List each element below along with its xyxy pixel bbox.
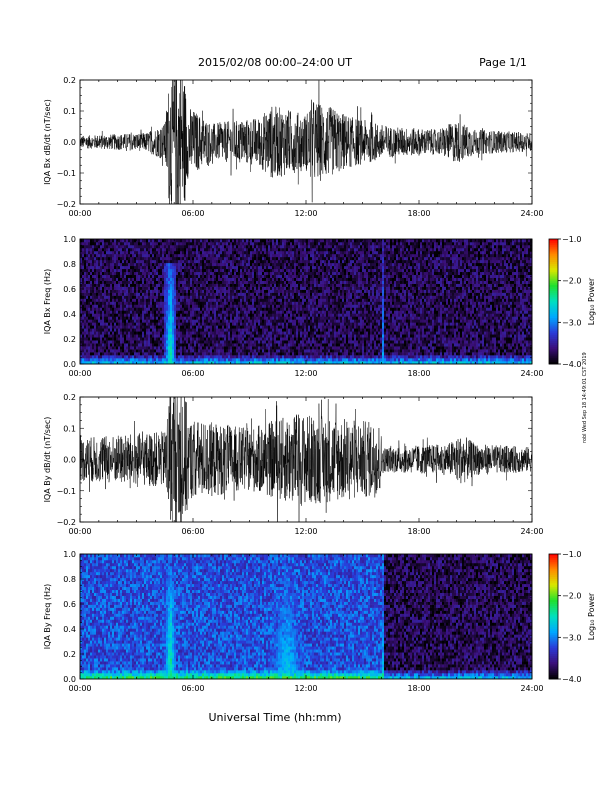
y-tick-label: 0.1 bbox=[63, 424, 76, 433]
x-tick-label: 06:00 bbox=[181, 209, 204, 218]
heatmap-cells-2 bbox=[80, 239, 533, 365]
colorbar-4: −1.0 −2.0 −3.0 −4.0 Log₁₀ Power bbox=[548, 550, 596, 684]
colorbar-tick-label: −2.0 bbox=[562, 277, 581, 286]
panel-4: −1.0 −2.0 −3.0 −4.0 Log₁₀ Power 00:00 06:00 12:… bbox=[43, 550, 596, 693]
y-tick-label: 0.2 bbox=[63, 650, 76, 659]
x-tick-label: 24:00 bbox=[520, 527, 543, 536]
colorbar-tick-label: −2.0 bbox=[562, 592, 581, 601]
y-tick-label: 0.4 bbox=[63, 310, 76, 319]
y-tick-label: 0.2 bbox=[63, 393, 76, 402]
colorbar-tick-label: −4.0 bbox=[562, 675, 581, 684]
x-tick-label: 24:00 bbox=[520, 369, 543, 378]
x-tick-label: 18:00 bbox=[407, 527, 430, 536]
x-tick-label: 12:00 bbox=[294, 209, 317, 218]
heatmap-cells-4 bbox=[80, 554, 533, 680]
x-tick-label: 00:00 bbox=[68, 527, 91, 536]
x-tick-label: 06:00 bbox=[181, 684, 204, 693]
y-tick-label: 0.0 bbox=[63, 675, 76, 684]
colorbar-tick-label: −1.0 bbox=[562, 550, 581, 559]
x-tick-label: 00:00 bbox=[68, 209, 91, 218]
y-tick-label: 0.6 bbox=[63, 600, 76, 609]
panel-2: −1.0 −2.0 −3.0 −4.0 Log₁₀ Power 00:00 06:00 12:… bbox=[43, 235, 596, 378]
y-tick-label: 1.0 bbox=[63, 550, 76, 559]
x-tick-label: 24:00 bbox=[520, 209, 543, 218]
y-tick-label: 0.0 bbox=[63, 456, 76, 465]
x-tick-label: 12:00 bbox=[294, 684, 317, 693]
y-tick-label: 0.0 bbox=[63, 360, 76, 369]
x-tick-label: 18:00 bbox=[407, 209, 430, 218]
x-tick-label: 00:00 bbox=[68, 684, 91, 693]
y-axis-label: IQA Bx dB/dt (nT/sec) bbox=[43, 99, 52, 185]
side-note: robl Wed Sep 18 14:49:01 CST 2019 bbox=[582, 352, 588, 443]
y-tick-label: 0.8 bbox=[63, 260, 76, 269]
y-tick-label: 0.6 bbox=[63, 285, 76, 294]
x-tick-label: 24:00 bbox=[520, 684, 543, 693]
y-axis-label: IQA By dB/dt (nT/sec) bbox=[43, 417, 52, 503]
y-tick-label: −0.1 bbox=[57, 169, 76, 178]
colorbar-label: Log₁₀ Power bbox=[587, 592, 596, 640]
colorbar-tick-label: −1.0 bbox=[562, 235, 581, 244]
page-title: 2015/02/08 00:00–24:00 UT bbox=[198, 56, 352, 69]
y-tick-label: 0.2 bbox=[63, 76, 76, 85]
colorbar-tick-label: −3.0 bbox=[562, 633, 581, 642]
x-tick-label: 18:00 bbox=[407, 369, 430, 378]
x-tick-label: 12:00 bbox=[294, 369, 317, 378]
x-tick-label: 06:00 bbox=[181, 527, 204, 536]
y-tick-label: 0.4 bbox=[63, 625, 76, 634]
panel-1: 00:00 06:00 12:00 18:00 24:00 0.2 0.1 0.0 −0.1 −0… bbox=[43, 76, 544, 218]
x-tick-label: 12:00 bbox=[294, 527, 317, 536]
y-tick-label: 0.2 bbox=[63, 335, 76, 344]
y-axis-label: IQA Bx Freq (Hz) bbox=[43, 269, 52, 335]
x-axis-title: Universal Time (hh:mm) bbox=[209, 711, 342, 724]
panels: 00:00 06:00 12:00 18:00 24:00 0.2 0.1 0.0 −0.1 −0… bbox=[43, 76, 596, 693]
y-tick-label: 1.0 bbox=[63, 235, 76, 244]
series-trace-1 bbox=[80, 80, 532, 204]
y-tick-label: 0.0 bbox=[63, 138, 76, 147]
y-tick-label: −0.2 bbox=[57, 518, 76, 527]
x-tick-label: 18:00 bbox=[407, 684, 430, 693]
panel-3: 00:00 06:00 12:00 18:00 24:00 0.2 0.1 0.0 −0.1 −0… bbox=[43, 393, 544, 536]
y-tick-label: −0.1 bbox=[57, 487, 76, 496]
x-tick-label: 00:00 bbox=[68, 369, 91, 378]
x-tick-label: 06:00 bbox=[181, 369, 204, 378]
colorbar-2: −1.0 −2.0 −3.0 −4.0 Log₁₀ Power bbox=[548, 235, 596, 369]
y-tick-label: 0.8 bbox=[63, 575, 76, 584]
y-axis-label: IQA By Freq (Hz) bbox=[43, 584, 52, 650]
y-tick-label: −0.2 bbox=[57, 200, 76, 209]
colorbar-label: Log₁₀ Power bbox=[587, 277, 596, 325]
colorbar-tick-label: −4.0 bbox=[562, 360, 581, 369]
colorbar-tick-label: −3.0 bbox=[562, 318, 581, 327]
y-tick-label: 0.1 bbox=[63, 107, 76, 116]
series-trace-3 bbox=[80, 397, 532, 522]
page-number: Page 1/1 bbox=[479, 56, 527, 69]
